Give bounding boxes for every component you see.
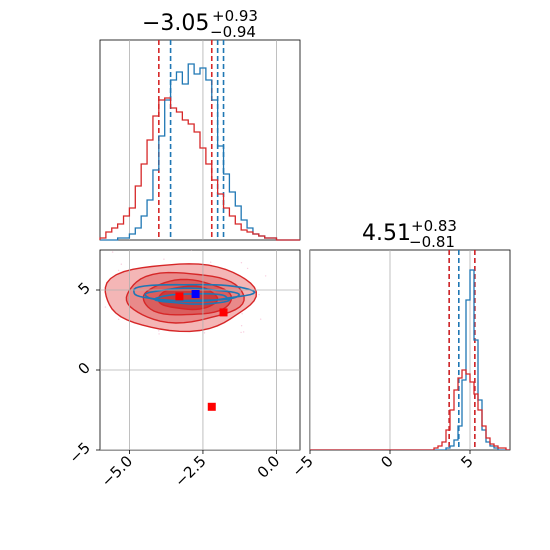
scatter-point (246, 267, 249, 270)
scatter-point (111, 251, 114, 253)
blue-contour-2 (153, 292, 231, 305)
title-y: 4.51 +0.83 −0.81 (362, 216, 462, 251)
title-y-minus: −0.81 (409, 233, 455, 251)
histogram-x-panel: −3.05 +0.93 −0.94 (99, 6, 301, 241)
marker-point (191, 290, 200, 298)
scatter-point (120, 263, 123, 265)
marker-point (207, 402, 216, 411)
title-y-median: 4.51 (362, 221, 411, 246)
tick-label-joint-x: −5.0 (98, 452, 136, 490)
title-x: −3.05 +0.93 −0.94 (142, 6, 263, 41)
scatter-point (210, 261, 212, 263)
scatter-point (158, 333, 160, 335)
tick-label-joint-y: 5 (74, 279, 93, 298)
scatter-point (240, 325, 243, 327)
marker-point (219, 308, 228, 317)
scatter-point (264, 275, 267, 277)
histogram-x-series-1 (99, 97, 300, 241)
tick-label-histogram-y: 0 (377, 452, 396, 471)
title-x-minus: −0.94 (210, 23, 256, 41)
histogram-y-series-0 (310, 269, 510, 450)
joint-panel: −5.0 −2.5 0.0 −5 0 5 (66, 245, 301, 491)
scatter-point (190, 250, 193, 251)
scatter-point (240, 261, 243, 264)
histogram-y-panel: −5 0 5 4.51 +0.83 −0.81 (288, 216, 511, 480)
scatter-point (258, 293, 260, 296)
tick-label-joint-y: 0 (74, 359, 93, 378)
scatter-point (163, 258, 165, 260)
histogram-y-series-1 (310, 369, 510, 450)
title-x-plus: +0.93 (212, 7, 258, 25)
scatter-point (203, 332, 206, 334)
tick-label-histogram-y: −5 (288, 452, 316, 480)
title-y-plus: +0.83 (411, 217, 457, 235)
scatter-point (241, 313, 243, 315)
marker-point (175, 292, 184, 301)
scatter-point (104, 306, 107, 308)
scatter-point (158, 330, 160, 332)
tick-label-joint-x: −2.5 (171, 452, 209, 490)
scatter-point (164, 245, 165, 246)
scatter-point (240, 331, 242, 334)
scatter-point (117, 318, 120, 321)
tick-label-joint-y: −5 (66, 439, 94, 467)
scatter-point (117, 269, 120, 272)
tick-label-histogram-y: 5 (457, 452, 476, 471)
scatter-point (259, 318, 262, 320)
title-x-median: −3.05 (142, 11, 209, 36)
tick-label-joint-x: 0.0 (254, 452, 284, 482)
scatter-point (90, 349, 91, 350)
histogram-y-frame (309, 249, 511, 451)
scatter-point (242, 331, 245, 333)
